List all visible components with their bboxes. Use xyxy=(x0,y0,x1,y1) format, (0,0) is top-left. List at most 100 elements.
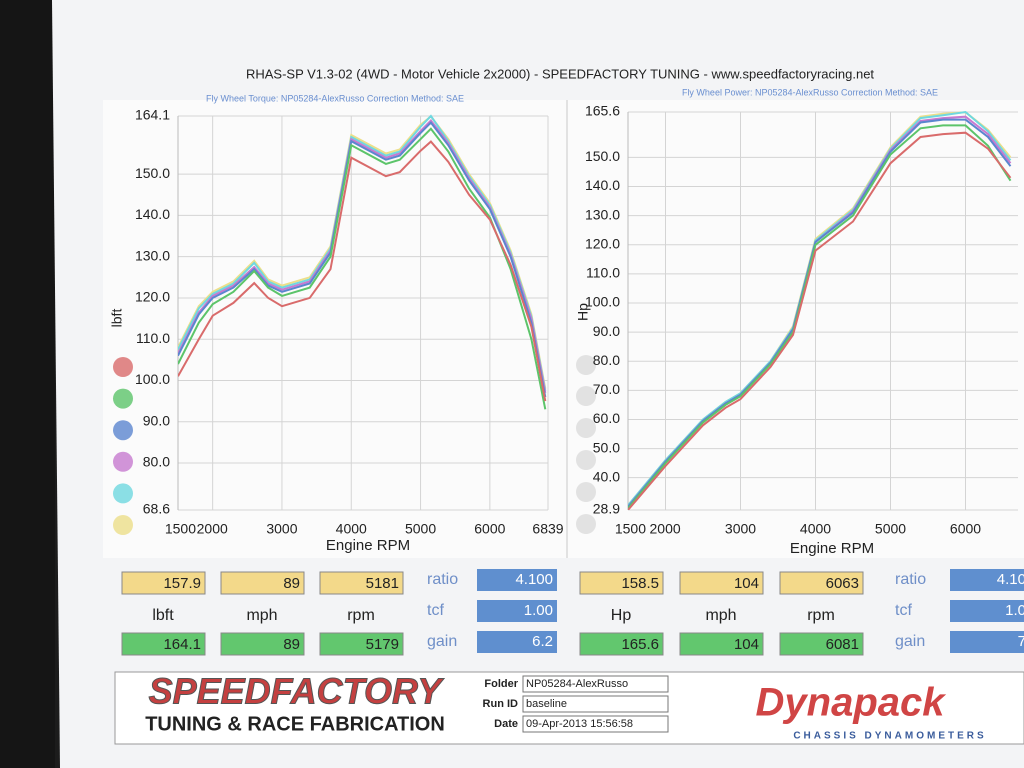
brand: Dynapack xyxy=(756,681,947,725)
x-tick-label: 6000 xyxy=(950,521,981,537)
readout-box xyxy=(779,632,864,656)
series-line xyxy=(178,140,547,402)
x-tick-label: 2000 xyxy=(650,521,681,537)
readout-label: rpm xyxy=(347,607,375,624)
field-box xyxy=(522,695,669,713)
y-tick-label: 28.9 xyxy=(593,501,620,517)
x-tick-label: 5000 xyxy=(405,521,436,537)
field-box xyxy=(522,675,669,693)
y-tick-label: 110.0 xyxy=(586,265,620,281)
right-legend xyxy=(576,355,596,534)
y-tick-label: 140.0 xyxy=(135,206,170,222)
y-tick-label: 90.0 xyxy=(143,412,170,428)
legend-dot xyxy=(576,418,596,438)
readout-value: 104 xyxy=(734,636,759,653)
x-tick-label: 5000 xyxy=(875,521,906,537)
y-tick-label: 70.0 xyxy=(593,381,620,397)
factor-box xyxy=(477,631,557,653)
series-line xyxy=(628,124,1012,509)
field-label: Run ID xyxy=(483,698,518,710)
x-tick-label: 3000 xyxy=(266,521,297,537)
y-tick-label: 100.0 xyxy=(585,294,620,310)
y-tick-label: 140.0 xyxy=(585,177,620,193)
readout-box xyxy=(220,571,305,595)
factor-label: gain xyxy=(427,633,457,650)
factor-value: 6.2 xyxy=(532,633,553,650)
readout-value: 5179 xyxy=(366,636,399,653)
tagline: TUNING & RACE FABRICATION xyxy=(145,713,445,735)
field-value: 09-Apr-2013 15:56:58 xyxy=(526,718,633,730)
factor-label: tcf xyxy=(427,602,444,619)
field-box xyxy=(522,715,669,733)
legend-dot xyxy=(113,483,133,504)
x-tick-label: 6839 xyxy=(532,521,563,537)
series-line xyxy=(628,118,1012,508)
chart-title: RHAS-SP V1.3-02 (4WD - Motor Vehicle 2x2… xyxy=(246,66,874,81)
y-tick-label: 40.0 xyxy=(593,468,620,484)
x-tick-label: 2000 xyxy=(197,521,228,537)
readout-value: 6063 xyxy=(826,575,859,592)
series-line xyxy=(628,110,1012,506)
field-label: Date xyxy=(494,718,518,730)
legend-dot xyxy=(576,482,596,502)
y-axis-label: lbft xyxy=(109,309,125,328)
readout-box xyxy=(679,571,764,595)
y-tick-label: 68.6 xyxy=(143,501,170,517)
factor-value: 1.0 xyxy=(1005,602,1024,619)
y-tick-label: 80.0 xyxy=(593,352,620,368)
x-tick-label: 6000 xyxy=(474,521,505,537)
factor-box xyxy=(477,600,557,622)
readout-box xyxy=(779,571,864,595)
series-line xyxy=(178,114,547,391)
y-tick-label: 150.0 xyxy=(585,148,620,164)
factor-value: 7 xyxy=(1018,633,1024,650)
series-line xyxy=(178,118,547,393)
factor-label: ratio xyxy=(427,571,458,588)
y-tick-label: 50.0 xyxy=(593,439,620,455)
legend-dot xyxy=(113,388,133,409)
factor-label: ratio xyxy=(895,571,926,588)
field-value: NP05284-AlexRusso xyxy=(526,678,628,690)
readout-box xyxy=(121,632,206,656)
y-axis-label: Hp xyxy=(575,303,591,321)
field-value: baseline xyxy=(526,698,567,710)
readout-value: 104 xyxy=(734,575,759,592)
y-tick-label: 164.1 xyxy=(135,107,170,123)
readout-label: mph xyxy=(246,607,277,624)
series-line xyxy=(628,131,1012,510)
readout-label: mph xyxy=(705,607,736,624)
readout-value: 89 xyxy=(283,636,300,653)
y-tick-label: 60.0 xyxy=(593,410,620,426)
x-tick-label: 4000 xyxy=(800,521,831,537)
background xyxy=(0,0,55,768)
y-tick-label: 120.0 xyxy=(135,289,170,305)
readout-box xyxy=(220,632,305,656)
y-tick-label: 130.0 xyxy=(135,247,170,263)
readout-box xyxy=(579,632,664,656)
readout-box xyxy=(319,632,404,656)
y-tick-label: 100.0 xyxy=(135,371,170,387)
brand-sub: CHASSIS DYNAMOMETERS xyxy=(793,731,986,742)
factor-label: gain xyxy=(895,633,925,650)
factor-value: 4.100 xyxy=(515,571,553,588)
x-axis-label: Engine RPM xyxy=(326,537,410,554)
y-tick-label: 80.0 xyxy=(143,454,170,470)
y-tick-label: 130.0 xyxy=(585,206,620,222)
factor-label: tcf xyxy=(895,602,912,619)
x-tick-label: 1500 xyxy=(615,521,646,537)
chart-subtitle: Fly Wheel Torque: NP05284-AlexRusso Corr… xyxy=(206,93,464,103)
readout-label: Hp xyxy=(611,607,632,624)
factor-box xyxy=(950,600,1024,622)
readout-value: 6081 xyxy=(826,636,859,653)
readout-label: rpm xyxy=(807,607,835,624)
x-tick-label: 4000 xyxy=(336,521,367,537)
y-tick-label: 120.0 xyxy=(585,235,620,251)
legend-dot xyxy=(576,450,596,470)
readout-value: 164.1 xyxy=(163,636,201,653)
field-label: Folder xyxy=(484,678,518,690)
legend-dot xyxy=(113,357,133,377)
logo: SPEEDFACTORY xyxy=(149,671,445,712)
legend-dot xyxy=(576,386,596,406)
legend-dot xyxy=(113,420,133,441)
